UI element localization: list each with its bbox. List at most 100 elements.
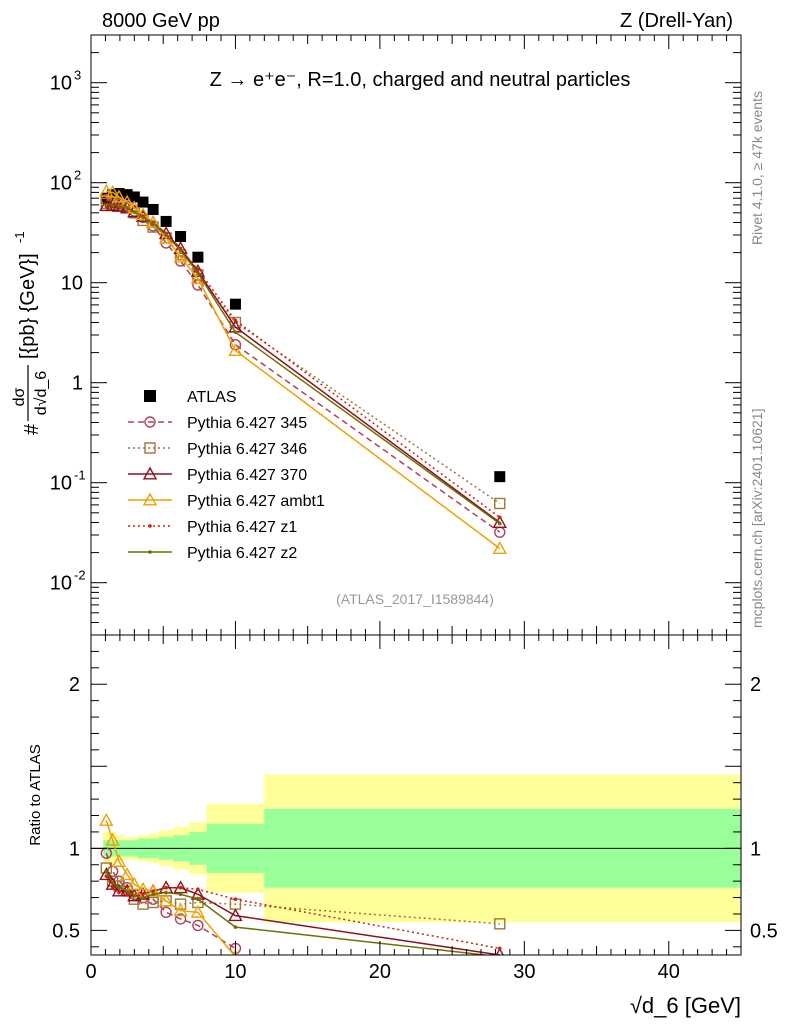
legend-marker bbox=[144, 442, 156, 454]
x-tick-label: 20 bbox=[369, 961, 391, 983]
legend-entry-6: Pythia 6.427 z2 bbox=[128, 545, 297, 562]
main-data-point bbox=[497, 515, 502, 520]
ratio-series-3 bbox=[99, 812, 239, 955]
ratio-data-point bbox=[497, 946, 502, 951]
ratio-data-point bbox=[196, 897, 200, 902]
analysis-id-label: (ATLAS_2017_I1589844) bbox=[336, 591, 494, 607]
main-data-point bbox=[192, 251, 204, 263]
ratio-data-point bbox=[104, 869, 109, 874]
ratio-data-point bbox=[127, 888, 142, 902]
main-data-point bbox=[104, 203, 109, 207]
ratio-data-point bbox=[174, 913, 187, 925]
ratio-y-tick-label-left: 2 bbox=[69, 674, 80, 696]
main-data-point bbox=[497, 521, 502, 526]
main-y-tick-label: 10 bbox=[50, 573, 72, 595]
ratio-y-tick-label-left: 1 bbox=[69, 838, 80, 860]
legend-label: Pythia 6.427 370 bbox=[187, 467, 307, 484]
ratio-data-point bbox=[158, 893, 174, 907]
ratio-y-tick-label-right: 0.5 bbox=[750, 920, 778, 942]
main-data-point bbox=[173, 249, 188, 263]
main-data-point bbox=[492, 541, 507, 554]
main-y-tick-label: 10 bbox=[61, 273, 83, 295]
ratio-series-line bbox=[105, 820, 236, 955]
legend-entry-1: Pythia 6.427 345 bbox=[128, 415, 307, 432]
main-y-tick-label: 10 bbox=[50, 173, 72, 195]
legend-entry-4: Pythia 6.427 ambt1 bbox=[128, 492, 325, 510]
ratio-data-point bbox=[495, 947, 504, 955]
plot-title: Z → e⁺e⁻, R=1.0, charged and neutral par… bbox=[210, 69, 631, 91]
ratio-y-tick-label-right: 1 bbox=[750, 838, 761, 860]
main-data-point bbox=[132, 210, 137, 214]
main-series-6 bbox=[104, 203, 502, 526]
main-data-point bbox=[233, 318, 238, 323]
ratio-data-point bbox=[178, 892, 183, 897]
main-data-point bbox=[196, 267, 200, 272]
main-series-1 bbox=[100, 193, 506, 538]
main-data-point bbox=[164, 233, 168, 237]
rivet-version-label: Rivet 4.1.0, ≥ 47k events bbox=[749, 91, 765, 245]
main-data-point bbox=[494, 471, 506, 483]
main-y-tick-exponent: 2 bbox=[74, 168, 81, 183]
x-axis-label: √d_6 [GeV] bbox=[630, 993, 741, 1018]
main-data-point bbox=[175, 230, 187, 242]
x-tick-label: 40 bbox=[658, 961, 680, 983]
y-label-denominator: d√d_6 bbox=[33, 371, 50, 415]
main-data-point bbox=[151, 221, 155, 226]
ratio-data-point bbox=[125, 892, 129, 897]
main-data-point bbox=[125, 206, 129, 210]
legend-marker bbox=[144, 390, 156, 402]
legend-label: Pythia 6.427 346 bbox=[187, 441, 307, 458]
main-data-point bbox=[111, 189, 127, 203]
y-label-numerator: dσ bbox=[11, 387, 28, 406]
main-panel-series bbox=[99, 183, 507, 554]
legend-label: Pythia 6.427 z2 bbox=[187, 545, 297, 562]
ratio-series-5 bbox=[104, 869, 501, 955]
ratio-data-point bbox=[119, 867, 135, 881]
legend-marker bbox=[148, 550, 152, 554]
legend-marker bbox=[144, 416, 156, 428]
ratio-data-point bbox=[111, 883, 127, 897]
legend-label: ATLAS bbox=[187, 389, 237, 406]
ratio-data-point bbox=[127, 876, 142, 890]
main-data-point bbox=[107, 189, 119, 201]
ratio-data-point bbox=[147, 896, 159, 909]
main-data-point bbox=[228, 343, 243, 356]
ratio-data-point bbox=[160, 906, 172, 919]
ratio-data-point bbox=[110, 885, 115, 890]
ratio-data-point bbox=[178, 885, 183, 890]
ratio-data-point bbox=[151, 889, 155, 893]
ratio-data-point bbox=[99, 867, 114, 881]
ratio-panel-frame bbox=[90, 634, 742, 956]
ratio-y-axis-label: Ratio to ATLAS bbox=[27, 744, 44, 845]
ratio-y-tick-label-right: 2 bbox=[750, 674, 761, 696]
legend-entry-0: ATLAS bbox=[144, 389, 237, 406]
ratio-y-tick-label-left: 0.5 bbox=[52, 920, 80, 942]
main-data-point bbox=[128, 191, 140, 203]
x-tick-label: 10 bbox=[224, 961, 246, 983]
ratio-data-point bbox=[141, 895, 145, 900]
legend-marker bbox=[142, 466, 158, 480]
ratio-data-point bbox=[132, 894, 137, 898]
legend-entry-3: Pythia 6.427 370 bbox=[128, 466, 307, 484]
legend-label: Pythia 6.427 345 bbox=[187, 415, 307, 432]
main-y-tick-exponent: -2 bbox=[74, 568, 86, 583]
mcplots-label: mcplots.cern.ch [arXiv:2401.10621] bbox=[749, 409, 765, 628]
legend-label: Pythia 6.427 z1 bbox=[187, 519, 297, 536]
y-label-units: [{pb} {GeV}] bbox=[17, 253, 39, 359]
ratio-data-point bbox=[111, 854, 127, 867]
main-data-point bbox=[137, 196, 149, 208]
main-y-tick-label: 10 bbox=[50, 73, 72, 95]
ratio-data-point bbox=[110, 880, 115, 885]
main-data-point bbox=[178, 248, 183, 253]
main-y-tick-exponent: -1 bbox=[74, 468, 86, 483]
ratio-data-point bbox=[99, 812, 114, 826]
ratio-data-point bbox=[164, 885, 168, 890]
ratio-data-point bbox=[196, 887, 200, 892]
ratio-data-point bbox=[141, 892, 145, 897]
main-data-point bbox=[160, 215, 172, 227]
ratio-series-line bbox=[105, 875, 500, 950]
legend-entry-2: Pythia 6.427 346 bbox=[128, 441, 307, 458]
main-data-point bbox=[141, 215, 145, 220]
ratio-data-point bbox=[104, 874, 109, 879]
